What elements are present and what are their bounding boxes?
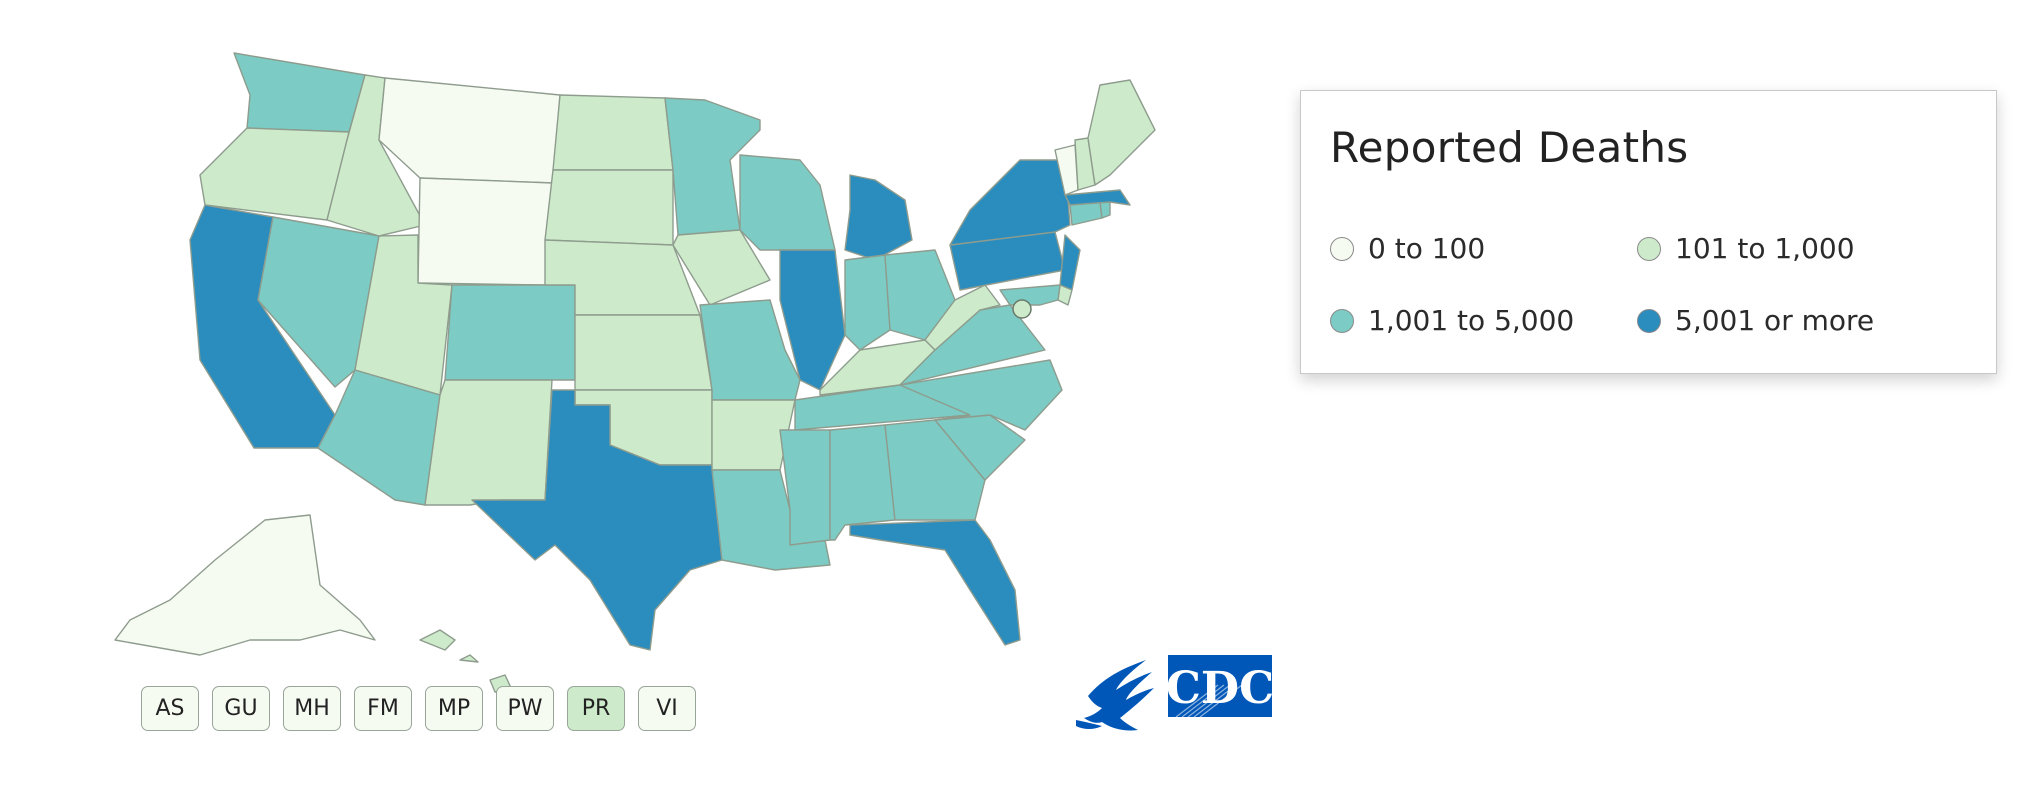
state-ms[interactable] <box>779 429 831 546</box>
state-fl[interactable] <box>849 519 1021 646</box>
state-or[interactable] <box>199 127 350 221</box>
states-layer <box>114 52 1156 693</box>
state-mo[interactable] <box>699 299 801 401</box>
state-nj[interactable] <box>1059 234 1081 291</box>
state-wi[interactable] <box>739 154 836 251</box>
territory-button-gu[interactable]: GU <box>212 686 270 731</box>
us-choropleth-map: AS GU MH FM MP PW PR VI CDC <box>114 52 1278 742</box>
state-ia[interactable] <box>672 229 771 306</box>
state-al[interactable] <box>829 424 896 541</box>
state-nc[interactable] <box>899 359 1063 431</box>
legend-item-101-to-1000: 101 to 1,000 <box>1637 232 1855 265</box>
state-me[interactable] <box>1087 79 1156 186</box>
territory-button-pw[interactable]: PW <box>496 686 554 731</box>
territory-button-mp[interactable]: MP <box>425 686 483 731</box>
territory-button-mh[interactable]: MH <box>283 686 341 731</box>
map-svg <box>114 52 1156 693</box>
legend-label: 5,001 or more <box>1675 304 1875 337</box>
hhs-eagle-icon <box>1076 660 1154 731</box>
state-co[interactable] <box>444 284 576 381</box>
legend-label: 1,001 to 5,000 <box>1368 304 1575 337</box>
legend-swatch <box>1637 308 1661 333</box>
state-ak[interactable] <box>114 514 376 656</box>
state-nm[interactable] <box>424 379 553 506</box>
legend-title: Reported Deaths <box>1330 123 1689 172</box>
cdc-logo: CDC <box>1068 638 1278 742</box>
cdc-wordmark: CDC <box>1166 655 1274 718</box>
state-mt[interactable] <box>378 77 561 184</box>
legend-item-0-to-100: 0 to 100 <box>1330 232 1485 265</box>
legend-item-5001-or-more: 5,001 or more <box>1637 304 1874 337</box>
state-mn[interactable] <box>664 97 761 236</box>
legend-label: 0 to 100 <box>1368 232 1486 265</box>
territory-button-as[interactable]: AS <box>141 686 199 731</box>
state-ga[interactable] <box>884 419 986 521</box>
state-wa[interactable] <box>233 52 366 133</box>
state-ct[interactable] <box>1069 201 1103 226</box>
state-ma[interactable] <box>1064 189 1131 206</box>
state-wy[interactable] <box>417 177 554 286</box>
state-in[interactable] <box>844 254 891 351</box>
state-ks[interactable] <box>574 314 713 391</box>
legend-panel: Reported Deaths 0 to 100 101 to 1,000 1,… <box>1300 90 1997 374</box>
state-tx[interactable] <box>471 389 723 651</box>
legend-item-1001-to-5000: 1,001 to 5,000 <box>1330 304 1574 337</box>
state-az[interactable] <box>317 369 441 506</box>
territory-button-vi[interactable]: VI <box>638 686 696 731</box>
state-md[interactable] <box>999 284 1061 306</box>
territory-button-fm[interactable]: FM <box>354 686 412 731</box>
cdc-logo-text: CDC <box>1166 663 1274 714</box>
state-sd[interactable] <box>544 169 674 246</box>
state-mi[interactable] <box>844 174 913 261</box>
legend-swatch <box>1637 236 1661 261</box>
state-nv[interactable] <box>257 216 380 388</box>
territory-buttons: AS GU MH FM MP PW PR VI <box>141 686 696 731</box>
territory-button-pr[interactable]: PR <box>567 686 625 731</box>
state-nd[interactable] <box>552 94 674 171</box>
state-hi[interactable] <box>419 629 513 693</box>
state-wv[interactable] <box>924 284 1001 351</box>
legend-swatch <box>1330 308 1354 333</box>
state-ny[interactable] <box>949 159 1071 246</box>
legend-swatch <box>1330 236 1354 261</box>
legend-label: 101 to 1,000 <box>1675 232 1855 265</box>
state-ri[interactable] <box>1099 201 1111 219</box>
state-dc[interactable] <box>1012 299 1032 319</box>
